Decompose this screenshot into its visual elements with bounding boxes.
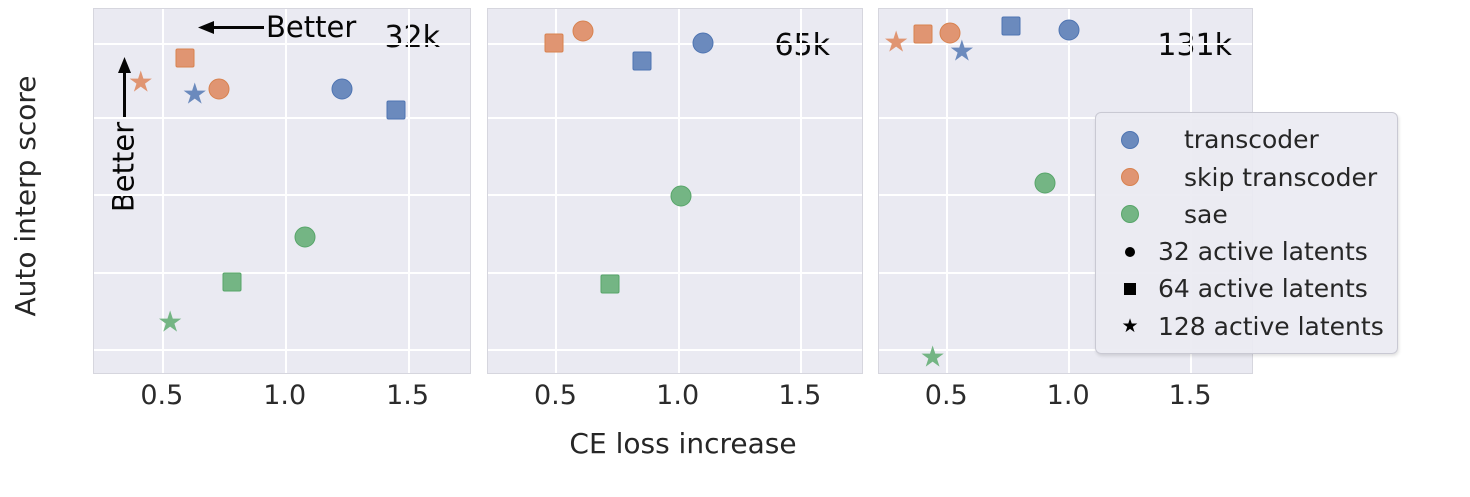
marker-transcoder-star: ★ [948,33,975,68]
y-gridline [488,116,862,119]
better-left-arrow-icon [198,21,264,34]
legend-label: skip transcoder [1184,162,1378,192]
legend: transcoder skip transcoder sae 32 active la… [1095,112,1398,354]
legend-label: transcoder [1184,125,1319,155]
legend-row-skip-transcoder: skip transcoder [1102,158,1391,195]
marker-skip-transcoder-square [175,48,195,68]
x-tick-label: 1.0 [1046,380,1090,411]
better-up-arrow-icon [118,57,131,119]
marker-sae-square [600,274,620,294]
x-tick-label: 1.5 [1168,380,1212,411]
marker-transcoder-circle [692,32,714,54]
marker-skip-transcoder-circle [572,20,594,42]
y-axis-label: Auto interp score [9,75,42,317]
legend-marker-cell [1102,246,1158,257]
y-gridline [879,42,1252,45]
panel-title-32k: 32k [384,20,440,55]
marker-skip-transcoder-star: ★ [127,64,154,99]
marker-sae-star: ★ [157,304,184,339]
marker-skip-transcoder-star: ★ [883,24,910,59]
circle-shape-legend-icon [1125,246,1135,257]
panel-65k: 65k [487,8,863,374]
x-tick-label: 0.5 [924,380,968,411]
legend-marker-cell [1102,205,1158,224]
y-gridline [94,42,470,45]
x-tick-label: 1.0 [263,380,307,411]
y-gridline [488,349,862,352]
panel-title-65k: 65k [774,28,830,63]
legend-row-128-active-latents: ★ 128 active latents [1102,308,1391,345]
x-gridline [161,9,164,373]
x-gridline [799,9,802,373]
legend-marker-cell [1102,130,1158,149]
legend-label: sae [1184,199,1228,229]
skip-transcoder-legend-icon [1121,168,1139,186]
better-up-label: Better [106,121,141,213]
x-gridline [555,9,558,373]
legend-marker-cell [1102,282,1158,295]
y-gridline [488,272,862,275]
marker-sae-star: ★ [919,339,946,374]
marker-transcoder-circle [331,78,353,100]
y-gridline [488,42,862,45]
marker-skip-transcoder-square [544,33,564,53]
x-axis-label: CE loss increase [569,427,797,460]
marker-transcoder-star: ★ [181,76,208,111]
y-gridline [879,349,1252,352]
y-gridline [94,116,470,119]
y-gridline [879,116,1252,119]
legend-label: 64 active latents [1158,274,1368,304]
marker-skip-transcoder-circle [208,78,230,100]
legend-label: 32 active latents [1158,237,1368,267]
y-gridline [879,193,1252,196]
x-gridline [284,9,287,373]
marker-sae-circle [294,226,316,248]
legend-label: 128 active latents [1158,311,1384,341]
y-gridline [94,193,470,196]
square-shape-legend-icon [1124,282,1136,295]
star-shape-legend-icon: ★ [1121,314,1139,337]
y-gridline [94,349,470,352]
marker-sae-circle [1034,172,1056,194]
panel-32k: 32k Better Better ★ ★ ★ [93,8,471,374]
marker-sae-circle [670,185,692,207]
legend-row-32-active-latents: 32 active latents [1102,233,1391,270]
x-tick-label: 1.5 [386,380,430,411]
legend-row-64-active-latents: 64 active latents [1102,270,1391,307]
x-gridline [1068,9,1071,373]
y-gridline [94,272,470,275]
sae-legend-icon [1121,205,1139,224]
y-gridline [879,272,1252,275]
marker-skip-transcoder-square [913,24,933,44]
x-gridline [407,9,410,373]
marker-transcoder-square [1001,16,1021,36]
marker-transcoder-square [632,51,652,71]
marker-transcoder-circle [1058,19,1080,41]
marker-sae-square [222,272,242,292]
legend-marker-cell: ★ [1102,314,1158,337]
better-left-label: Better [266,10,357,44]
legend-marker-cell [1102,168,1158,186]
legend-row-transcoder: transcoder [1102,121,1391,158]
x-tick-label: 0.5 [140,380,184,411]
x-tick-label: 0.5 [533,380,577,411]
x-gridline [946,9,949,373]
x-tick-label: 1.5 [778,380,822,411]
marker-transcoder-square [386,100,406,120]
marker-skip-transcoder-circle [939,22,961,44]
transcoder-legend-icon [1121,130,1139,149]
x-tick-label: 1.0 [656,380,700,411]
panel-title-131k: 131k [1157,28,1232,63]
legend-row-sae: sae [1102,196,1391,233]
